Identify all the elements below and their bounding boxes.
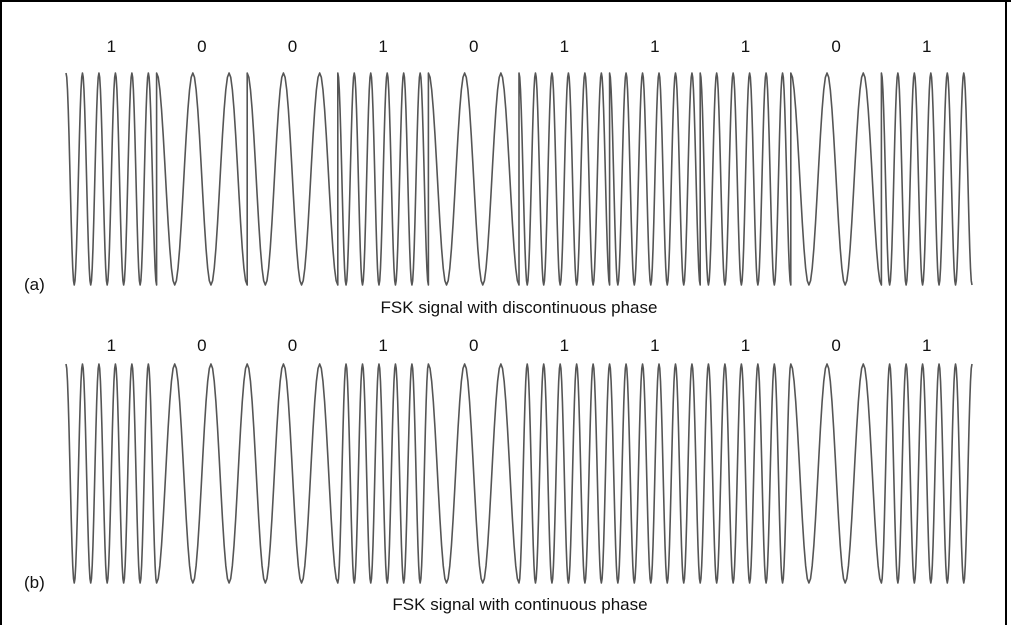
bit-label: 1: [650, 336, 659, 355]
bit-label: 1: [560, 37, 569, 56]
bit-label: 1: [107, 37, 116, 56]
panel-a: 1 0 0 1 0 1 1 1 0 1 (a) FSK signal with discontin…: [24, 37, 973, 317]
panel-label-b: (b): [24, 573, 45, 592]
caption-b: FSK signal with continuous phase: [392, 595, 647, 614]
bit-label: 1: [741, 37, 750, 56]
frame-left-border: [0, 0, 2, 625]
bit-label: 1: [378, 37, 387, 56]
bit-label: 0: [831, 336, 840, 355]
bit-label: 0: [288, 336, 297, 355]
panel-label-a: (a): [24, 275, 45, 294]
caption-a: FSK signal with discontinuous phase: [381, 298, 658, 317]
bit-label: 1: [378, 336, 387, 355]
bit-label: 0: [288, 37, 297, 56]
bit-label: 1: [560, 336, 569, 355]
bit-label: 1: [107, 336, 116, 355]
panel-b: 1 0 0 1 0 1 1 1 0 1 (b) FSK signal with continuou…: [24, 336, 973, 614]
bit-label: 0: [469, 336, 478, 355]
fsk-waveform-continuous: [65, 363, 973, 584]
bit-label: 1: [922, 336, 931, 355]
frame-right-border: [1005, 0, 1007, 625]
bit-label: 0: [197, 37, 206, 56]
bit-label: 1: [922, 37, 931, 56]
bit-label: 1: [650, 37, 659, 56]
fsk-waveform-discontinuous: [65, 72, 973, 286]
bit-label: 1: [741, 336, 750, 355]
bit-labels-a: 1 0 0 1 0 1 1 1 0 1: [107, 37, 932, 56]
bit-label: 0: [197, 336, 206, 355]
frame-top-border: [0, 0, 1011, 2]
bit-label: 0: [831, 37, 840, 56]
bit-label: 0: [469, 37, 478, 56]
bit-labels-b: 1 0 0 1 0 1 1 1 0 1: [107, 336, 932, 355]
